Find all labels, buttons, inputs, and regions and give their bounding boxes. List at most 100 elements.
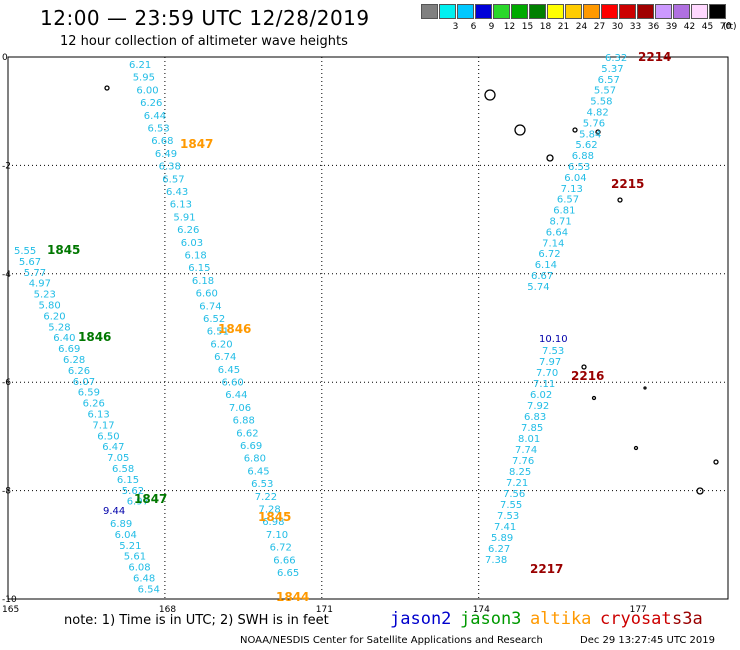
swh-value: 6.13: [88, 410, 110, 421]
colorbar-label: 6: [470, 22, 477, 32]
swh-value: 5.61: [124, 552, 146, 563]
swh-value: 6.48: [133, 574, 155, 585]
swh-value: 7.13: [561, 184, 583, 195]
colorbar-swatch: [475, 4, 492, 19]
colorbar-swatch: [637, 4, 654, 19]
swh-value: 5.80: [39, 301, 61, 312]
time-label: 2216: [571, 369, 604, 383]
colorbar-swatch: [529, 4, 546, 19]
swh-value: 6.18: [185, 251, 207, 262]
swh-value: 6.00: [136, 85, 158, 96]
colorbar-label: 18: [539, 22, 552, 32]
swh-value: 6.15: [188, 263, 210, 274]
swh-value: 5.62: [575, 140, 597, 151]
time-label: 1845: [258, 510, 291, 524]
legend-s3a: s3a: [672, 609, 703, 629]
colorbar-swatch: [619, 4, 636, 19]
colorbar-label: 45: [701, 22, 714, 32]
island-outline: [546, 154, 554, 162]
swh-value: 7.05: [107, 453, 129, 464]
island-outline: [617, 197, 623, 203]
swh-value: 6.81: [553, 206, 575, 217]
colorbar-swatch: [673, 4, 690, 19]
swh-value: 6.27: [488, 544, 510, 555]
latitude-label: -4: [2, 270, 11, 280]
swh-value: 6.20: [210, 339, 232, 350]
latitude-label: -2: [2, 161, 11, 171]
colorbar-swatch: [457, 4, 474, 19]
colorbar-label: 24: [575, 22, 588, 32]
colorbar-label: 36: [647, 22, 660, 32]
swh-value: 6.83: [524, 412, 546, 423]
swh-value: 6.60: [222, 378, 244, 389]
swh-value: 7.21: [506, 478, 528, 489]
swh-value: 6.51: [207, 327, 229, 338]
swh-value: 6.52: [203, 314, 225, 325]
swh-value: 6.14: [535, 260, 557, 271]
swh-value: 7.56: [503, 489, 525, 500]
swh-value: 6.26: [83, 399, 105, 410]
colorbar-swatch: [601, 4, 618, 19]
swh-value: 6.15: [117, 475, 139, 486]
colorbar-unit: (ft): [723, 22, 737, 32]
swh-value: 7.14: [542, 238, 564, 249]
island-outline: [484, 89, 496, 101]
island-outline: [633, 445, 639, 451]
swh-value: 6.45: [247, 466, 269, 477]
colorbar-swatch: [493, 4, 510, 19]
footnote: note: 1) Time is in UTC; 2) SWH is in fe…: [64, 613, 329, 628]
swh-value: 7.17: [92, 420, 114, 431]
longitude-label: 174: [473, 605, 490, 615]
swh-value: 6.53: [251, 479, 273, 490]
swh-value: 7.85: [521, 423, 543, 434]
swh-value: 6.26: [140, 98, 162, 109]
swh-value: 6.72: [270, 543, 292, 554]
time-label: 1847: [134, 492, 167, 506]
swh-value: 7.92: [527, 401, 549, 412]
swh-value: 7.55: [500, 500, 522, 511]
swh-value: 6.69: [240, 441, 262, 452]
swh-value: 6.02: [530, 390, 552, 401]
swh-value: 6.57: [162, 174, 184, 185]
swh-value: 7.53: [497, 511, 519, 522]
swh-value: 6.50: [97, 431, 119, 442]
swh-value: 6.53: [148, 124, 170, 135]
longitude-label: 171: [316, 605, 333, 615]
swh-value: 4.97: [29, 279, 51, 290]
swh-value: 7.28: [259, 505, 281, 516]
swh-value: 6.80: [244, 454, 266, 465]
time-label: 2215: [611, 177, 644, 191]
swh-value: 6.54: [138, 584, 160, 595]
swh-value: 6.08: [128, 563, 150, 574]
time-label: 1845: [47, 243, 80, 257]
swh-value: 6.38: [159, 162, 181, 173]
island-outline: [595, 129, 601, 135]
colorbar-label: 15: [521, 22, 534, 32]
swh-value: 7.97: [539, 357, 561, 368]
swh-value: 6.26: [177, 225, 199, 236]
legend-cryosat: cryosat: [600, 609, 672, 629]
swh-value: 6.88: [233, 416, 255, 427]
time-label: 1844: [276, 590, 309, 604]
swh-value: 6.88: [572, 151, 594, 162]
colorbar-label: 30: [611, 22, 624, 32]
swh-value: 8.25: [509, 467, 531, 478]
swh-value: 6.58: [112, 464, 134, 475]
swh-value: 6.49: [155, 149, 177, 160]
swh-value: 6.72: [538, 249, 560, 260]
swh-value: 7.38: [485, 555, 507, 566]
chart-title: 12:00 — 23:59 UTC 12/28/2019: [40, 6, 370, 30]
colorbar-label: 21: [557, 22, 570, 32]
land-outlines: [104, 85, 719, 495]
swh-value: 6.26: [68, 366, 90, 377]
swh-value: 7.53: [542, 346, 564, 357]
longitude-label: 165: [2, 605, 19, 615]
colorbar-label: 12: [503, 22, 516, 32]
colorbar-swatch: [439, 4, 456, 19]
swh-value: 6.07: [73, 377, 95, 388]
swh-value: 5.58: [590, 97, 612, 108]
swh-value: 6.40: [53, 333, 75, 344]
island-outline: [581, 364, 587, 370]
